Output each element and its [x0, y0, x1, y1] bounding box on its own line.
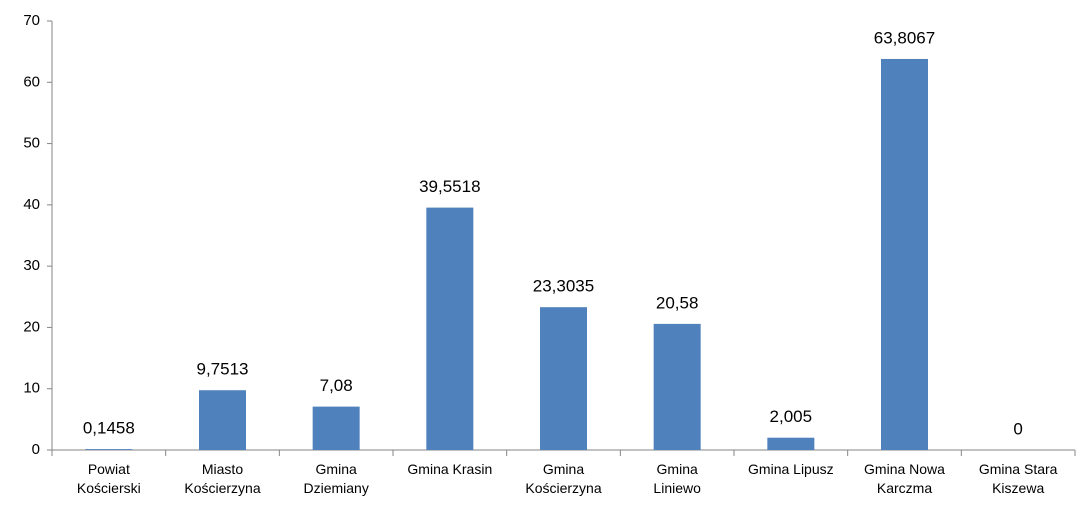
x-tick-label-line: Karczma [877, 480, 932, 496]
x-tick-label: Gmina Lipusz [748, 461, 834, 477]
x-tick-label-line: Powiat [88, 461, 130, 477]
x-tick-label-line: Miasto [202, 461, 243, 477]
x-tick-label-line: Gmina [657, 461, 698, 477]
data-label: 23,3035 [533, 277, 594, 296]
data-label: 63,8067 [874, 28, 935, 47]
x-tick-label: Gmina Dziemiany [303, 461, 368, 496]
x-tick-label: Gmina Kościerzyna [525, 461, 601, 496]
data-label: 7,08 [320, 376, 353, 395]
x-tick-label-line: Dziemiany [303, 480, 368, 496]
x-tick-label-line: Gmina [543, 461, 584, 477]
x-tick-label-line: Gmina [316, 461, 357, 477]
x-tick-label: Miasto Kościerzyna [184, 461, 260, 496]
data-label: 39,5518 [419, 177, 480, 196]
y-tick-label: 30 [23, 257, 40, 274]
x-tick-label-line: Gmina Lipusz [748, 461, 834, 477]
bar [653, 323, 701, 450]
x-tick-label: Gmina Stara Kiszewa [979, 461, 1058, 496]
data-label: 0,1458 [83, 419, 135, 438]
y-tick-label: 0 [32, 441, 40, 458]
data-label: 20,58 [656, 293, 699, 312]
x-tick-label-line: Kościerzyna [184, 480, 260, 496]
x-tick-label-line: Kościerski [77, 480, 141, 496]
y-tick-label: 40 [23, 196, 40, 213]
y-tick-label: 50 [23, 135, 40, 152]
bar [540, 307, 587, 450]
y-tick-label: 60 [23, 73, 40, 90]
x-tick-label: Gmina Krasin [407, 461, 492, 477]
y-tick-label: 10 [23, 380, 40, 397]
y-tick-label: 20 [23, 318, 40, 335]
bar [881, 58, 928, 450]
x-tick-label: Powiat Kościerski [77, 461, 141, 496]
x-tick-label-line: Liniewo [653, 480, 701, 496]
bar [312, 406, 360, 450]
x-tick-label: Gmina Liniewo [653, 461, 701, 496]
data-label: 9,7513 [197, 360, 249, 379]
x-tick-label-line: Gmina Krasin [407, 461, 492, 477]
x-tick-label: Gmina Nowa Karczma [864, 461, 945, 496]
x-tick-label-line: Kościerzyna [525, 480, 601, 496]
bar [199, 390, 246, 450]
y-tick-label: 70 [23, 12, 40, 29]
bar [767, 437, 815, 450]
x-tick-label-line: Gmina Nowa [864, 461, 945, 477]
bar [426, 207, 474, 450]
x-tick-label-line: Gmina Stara [979, 461, 1058, 477]
data-label: 2,005 [770, 407, 813, 426]
bar [85, 449, 133, 450]
x-tick-label-line: Kiszewa [992, 480, 1044, 496]
data-label: 0 [1013, 419, 1022, 438]
